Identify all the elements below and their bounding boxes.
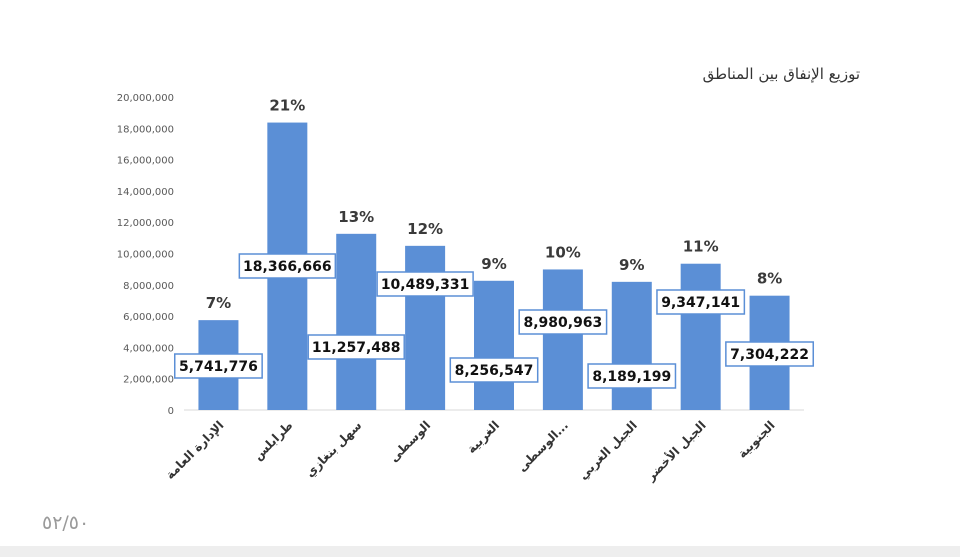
bar <box>474 280 514 410</box>
percent-label: 13% <box>338 208 374 226</box>
data-label-box <box>587 363 677 389</box>
data-label: 18,366,666 <box>243 259 332 275</box>
data-label-box <box>518 309 608 335</box>
x-tick-label: الغربية <box>464 418 502 456</box>
x-tick-label: الجنوبية <box>735 418 778 461</box>
chart-title: توزيع الإنفاق بين المناطق <box>703 65 860 83</box>
y-tick-label: 8,000,000 <box>123 281 174 292</box>
data-label-box <box>307 334 405 360</box>
bar <box>336 233 377 410</box>
y-tick-label: 4,000,000 <box>123 343 174 354</box>
bar <box>405 245 446 410</box>
y-tick-label: 2,000,000 <box>123 375 174 386</box>
percent-label: 10% <box>545 243 581 261</box>
y-tick-label: 18,000,000 <box>117 124 174 135</box>
percent-label: 7% <box>206 294 231 312</box>
data-label-box <box>449 357 539 383</box>
bar <box>611 281 652 410</box>
data-label: 11,257,488 <box>312 340 401 356</box>
percent-label: 9% <box>481 255 506 273</box>
y-tick-label: 14,000,000 <box>117 187 174 198</box>
y-tick-label: 0 <box>168 406 174 417</box>
y-tick-label: 6,000,000 <box>123 312 174 323</box>
data-label: 8,980,963 <box>523 315 602 331</box>
data-label-box <box>238 253 337 279</box>
data-label-box <box>656 289 746 315</box>
data-label: 7,304,222 <box>730 347 809 363</box>
percent-label: 8% <box>757 270 782 288</box>
bar <box>680 263 721 410</box>
percent-label: 21% <box>269 97 305 115</box>
percent-label: 12% <box>407 220 443 238</box>
data-label: 5,741,776 <box>179 359 258 375</box>
data-label: 10,489,331 <box>381 277 470 293</box>
data-label-box <box>376 271 474 297</box>
page-number: ٥٢/٥٠ <box>42 512 90 534</box>
y-tick-label: 20,000,000 <box>117 93 174 104</box>
x-tick-label: الوسطى <box>387 418 434 465</box>
percent-label: 9% <box>619 256 644 274</box>
x-tick-label: طرابلس <box>251 418 296 463</box>
percent-label: 11% <box>683 238 719 256</box>
slide-frame <box>8 8 950 543</box>
bar <box>542 269 583 410</box>
y-tick-label: 12,000,000 <box>117 218 174 229</box>
bottom-band <box>0 546 960 557</box>
x-tick-label: سهل بنغازي <box>303 418 365 480</box>
x-tick-label: الإدارة العامة <box>163 418 227 482</box>
x-tick-label: الوسطى... <box>515 418 572 475</box>
y-tick-label: 10,000,000 <box>117 250 174 261</box>
x-tick-label: الجبل الأخضر <box>642 418 709 485</box>
data-label: 8,256,547 <box>455 363 534 379</box>
data-label: 9,347,141 <box>661 295 740 311</box>
y-tick-label: 16,000,000 <box>117 156 174 167</box>
x-tick-label: الجبل الغربي <box>576 418 640 482</box>
data-label-box <box>173 353 263 379</box>
data-label: 8,189,199 <box>592 369 671 385</box>
data-label-box <box>725 341 815 367</box>
